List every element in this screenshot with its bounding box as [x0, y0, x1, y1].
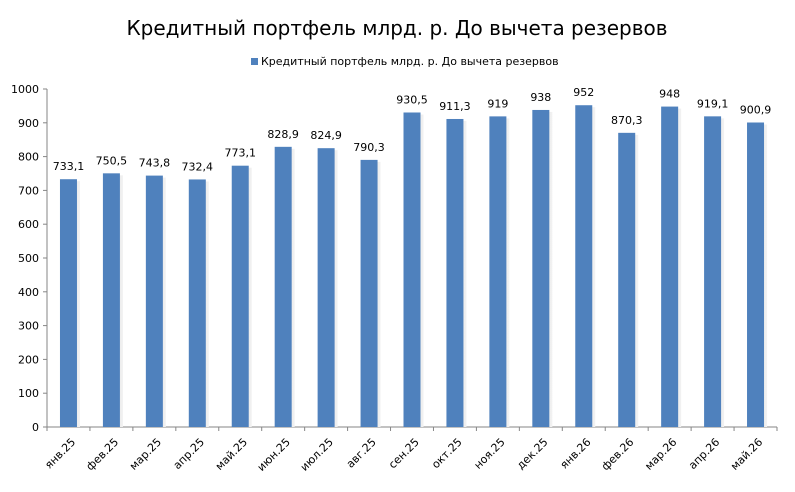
bar [489, 116, 507, 428]
legend-entry: Кредитный портфель млрд. р. До вычета ре… [261, 55, 559, 68]
bar [274, 146, 292, 428]
bar [59, 179, 77, 427]
y-tick-label: 400 [18, 286, 39, 299]
y-tick-label: 800 [18, 151, 39, 164]
bar [575, 105, 593, 427]
data-label: 919 [487, 97, 508, 110]
y-tick-labels: 0 100 200 300 400 500 600 700 800 900 1000 [11, 83, 39, 434]
x-tick-labels: янв.25 фев.25 мар.25 апр.25 май.25 июн.25 июл.… [42, 436, 765, 474]
data-label: 870,3 [611, 114, 643, 127]
x-tick-label: май.25 [213, 436, 250, 473]
bar [747, 122, 765, 428]
x-tick-label: ноя.25 [472, 436, 508, 472]
x-tick-label: мар.26 [642, 436, 679, 473]
data-label: 750,5 [96, 154, 128, 167]
y-tick-label: 100 [18, 387, 39, 400]
bar [317, 148, 335, 427]
data-label: 938 [530, 91, 551, 104]
data-labels: 733,1 750,5 743,8 732,4 773,1 828,9 824,9 790,3… [53, 86, 772, 173]
data-label: 790,3 [353, 141, 385, 154]
x-tick-label: окт.25 [429, 436, 465, 472]
y-tick-label: 700 [18, 184, 39, 197]
x-tick-label: фев.26 [599, 436, 637, 474]
data-label: 773,1 [224, 147, 256, 160]
x-tick-label: авг.25 [344, 436, 379, 471]
y-tick-label: 0 [32, 421, 39, 434]
bar [704, 116, 722, 427]
data-label: 930,5 [396, 93, 428, 106]
x-tick-label: мар.25 [127, 436, 164, 473]
x-tick-label: апр.25 [171, 436, 207, 472]
data-label: 900,9 [740, 103, 772, 116]
chart-title: Кредитный портфель млрд. р. До вычета ре… [126, 16, 667, 40]
x-tick-label: май.26 [728, 436, 765, 473]
bar [360, 159, 378, 427]
data-label: 743,8 [139, 157, 171, 170]
bar [231, 165, 249, 427]
legend: Кредитный портфель млрд. р. До вычета ре… [251, 55, 559, 68]
x-tick-label: дек.25 [514, 436, 550, 472]
y-tick-label: 300 [18, 320, 39, 333]
y-tick-label: 1000 [11, 83, 39, 96]
y-tick-label: 500 [18, 252, 39, 265]
data-label: 919,1 [697, 97, 729, 110]
data-label: 824,9 [310, 129, 342, 142]
data-label: 952 [573, 86, 594, 99]
data-label: 948 [659, 88, 680, 101]
data-label: 828,9 [267, 128, 299, 141]
bar [618, 132, 636, 427]
data-label: 911,3 [439, 100, 471, 113]
y-tick-label: 900 [18, 117, 39, 130]
bar [403, 112, 421, 427]
bars [59, 105, 768, 428]
x-tick-label: сен.25 [386, 436, 422, 472]
bar [102, 173, 120, 427]
legend-swatch [251, 58, 258, 65]
x-tick-label: апр.26 [686, 436, 722, 472]
x-tick-label: июн.25 [255, 436, 293, 474]
bar [145, 175, 163, 427]
bar [532, 109, 550, 428]
y-tick-label: 600 [18, 218, 39, 231]
data-label: 732,4 [182, 160, 214, 173]
x-tick-label: янв.25 [42, 436, 78, 472]
y-tick-label: 200 [18, 353, 39, 366]
x-tick-label: фев.25 [84, 436, 122, 474]
data-label: 733,1 [53, 160, 85, 173]
x-tick-label: янв.26 [558, 436, 594, 472]
bar [446, 118, 464, 428]
bar [188, 179, 206, 427]
x-tick-label: июл.25 [298, 436, 336, 474]
bar [661, 106, 679, 428]
